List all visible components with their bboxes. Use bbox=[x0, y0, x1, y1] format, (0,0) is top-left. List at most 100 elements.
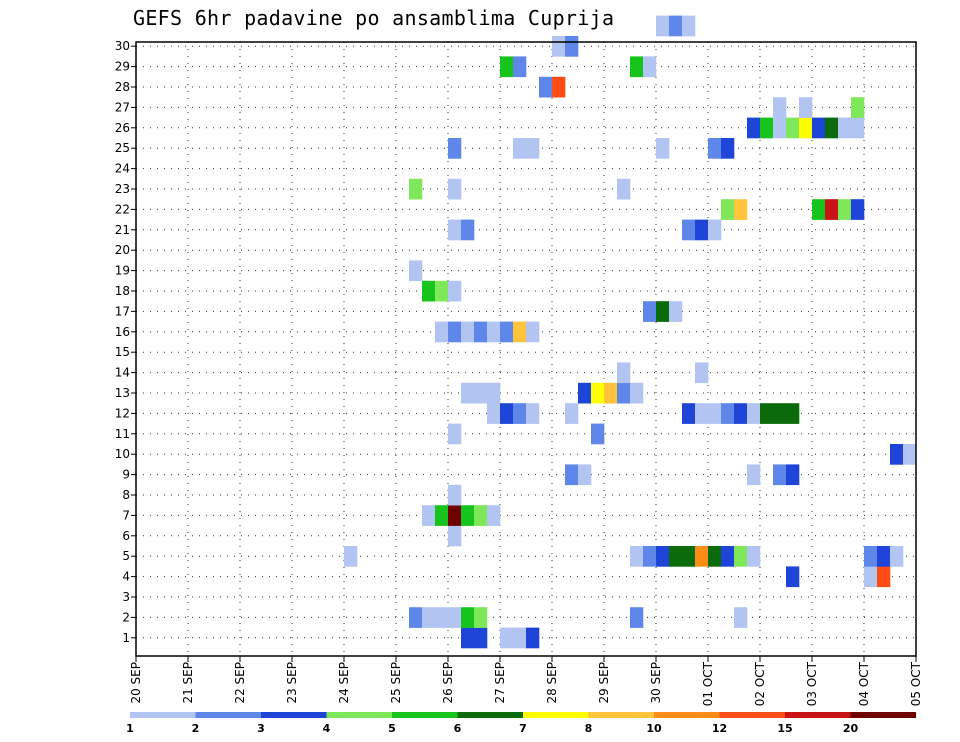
heatmap-cell bbox=[643, 56, 657, 78]
heatmap-cell bbox=[864, 566, 878, 588]
heatmap-cell bbox=[565, 464, 579, 486]
y-tick-label: 10 bbox=[115, 447, 130, 461]
colorbar-swatch bbox=[195, 712, 261, 718]
y-tick-label: 20 bbox=[115, 243, 130, 257]
heatmap-cell bbox=[461, 382, 475, 404]
heatmap-cell bbox=[487, 321, 501, 343]
heatmap-cell bbox=[409, 607, 423, 628]
heatmap-cell bbox=[825, 199, 839, 220]
heatmap-cell bbox=[578, 382, 592, 404]
heatmap-cell bbox=[864, 546, 878, 567]
heatmap-cell bbox=[747, 117, 761, 139]
x-tick-label: 02 OCT bbox=[753, 661, 767, 706]
heatmap-cell bbox=[708, 138, 722, 159]
heatmap-cell bbox=[656, 301, 670, 322]
y-tick-label: 16 bbox=[115, 325, 130, 339]
y-tick-label: 8 bbox=[122, 488, 130, 502]
colorbar-label: 10 bbox=[646, 722, 662, 735]
heatmap-cell bbox=[526, 321, 540, 343]
heatmap-cell bbox=[734, 403, 748, 424]
heatmap-cell bbox=[760, 117, 774, 139]
x-tick-label: 24 SEP bbox=[337, 662, 351, 704]
y-tick-label: 6 bbox=[122, 529, 130, 543]
x-tick-label: 21 SEP bbox=[181, 662, 195, 704]
heatmap-cell bbox=[903, 444, 917, 465]
heatmap-cell bbox=[669, 15, 683, 37]
colorbar-swatch bbox=[719, 712, 785, 718]
heatmap-cell bbox=[669, 546, 683, 567]
heatmap-cell bbox=[435, 505, 449, 526]
heatmap-cell bbox=[760, 403, 774, 424]
heatmap-cell bbox=[656, 138, 670, 159]
heatmap-cell bbox=[461, 627, 475, 649]
colorbar-swatch bbox=[392, 712, 458, 718]
heatmap-cell bbox=[799, 117, 813, 139]
heatmap-cell bbox=[695, 546, 709, 567]
colorbar-label: 15 bbox=[777, 722, 792, 735]
heatmap-cell bbox=[617, 382, 631, 404]
x-tick-label: 22 SEP bbox=[233, 662, 247, 704]
heatmap-cell bbox=[721, 403, 735, 424]
heatmap-cell bbox=[474, 321, 488, 343]
heatmap-cell bbox=[656, 546, 670, 567]
heatmap-cell bbox=[513, 403, 527, 424]
heatmap-cell bbox=[877, 546, 891, 567]
heatmap-cell bbox=[747, 464, 761, 486]
heatmap-cell bbox=[552, 76, 566, 98]
y-tick-label: 23 bbox=[115, 182, 130, 196]
heatmap-cell bbox=[734, 546, 748, 567]
chart-title: GEFS 6hr padavine po ansamblima Cuprija bbox=[133, 6, 615, 30]
heatmap-cell bbox=[526, 403, 540, 424]
heatmap-cell bbox=[409, 178, 423, 200]
heatmap-cell bbox=[513, 138, 527, 159]
heatmap-cell bbox=[812, 199, 826, 220]
colorbar-label: 3 bbox=[257, 722, 265, 735]
heatmap-cell bbox=[435, 321, 449, 343]
y-tick-label: 18 bbox=[115, 284, 130, 298]
heatmap-cell bbox=[487, 505, 501, 526]
x-tick-label: 27 SEP bbox=[493, 662, 507, 704]
heatmap-cell bbox=[851, 117, 865, 139]
heatmap-cell bbox=[526, 627, 540, 649]
y-tick-label: 11 bbox=[115, 427, 130, 441]
y-tick-label: 28 bbox=[115, 80, 130, 94]
y-tick-label: 21 bbox=[115, 223, 130, 237]
heatmap-cell bbox=[344, 546, 358, 567]
heatmap-cell bbox=[773, 117, 787, 139]
heatmap-cell bbox=[643, 546, 657, 567]
heatmap-cell bbox=[643, 301, 657, 322]
heatmap-cell bbox=[630, 546, 644, 567]
heatmap-cell bbox=[461, 505, 475, 526]
colorbar-label: 4 bbox=[323, 722, 331, 735]
x-tick-label: 29 SEP bbox=[597, 662, 611, 704]
heatmap-cell bbox=[448, 423, 462, 445]
heatmap-cell bbox=[851, 97, 865, 118]
heatmap-cell bbox=[448, 321, 462, 343]
y-tick-label: 19 bbox=[115, 264, 130, 278]
heatmap-cell bbox=[565, 36, 579, 57]
x-axis: 20 SEP 21 SEP 22 SEP 23 SEP 24 SEP 25 SEP 26 S… bbox=[129, 656, 923, 706]
y-tick-label: 29 bbox=[115, 60, 130, 74]
heatmap-cell bbox=[682, 403, 696, 424]
heatmap-cell bbox=[474, 382, 488, 404]
heatmap-cell bbox=[565, 403, 579, 424]
colorbar-legend: 1 2 3 4 5 6 7 8 10 12 15 20 bbox=[126, 712, 916, 735]
colorbar-swatch bbox=[588, 712, 654, 718]
heatmap-cell bbox=[591, 423, 605, 445]
heatmap-cell bbox=[617, 362, 631, 384]
heatmap-cell bbox=[448, 525, 462, 547]
heatmap-cell bbox=[435, 607, 449, 628]
y-tick-label: 3 bbox=[122, 590, 130, 604]
heatmap-cell bbox=[682, 219, 696, 241]
heatmap-cell bbox=[617, 178, 631, 200]
colorbar-swatch bbox=[457, 712, 523, 718]
y-tick-label: 9 bbox=[122, 468, 130, 482]
colorbar-swatch bbox=[523, 712, 589, 718]
colorbar-swatch bbox=[850, 712, 916, 718]
heatmap-cell bbox=[851, 199, 865, 220]
colorbar-label: 5 bbox=[388, 722, 396, 735]
heatmap-cell bbox=[669, 301, 683, 322]
heatmap-cell bbox=[500, 403, 514, 424]
x-tick-label: 23 SEP bbox=[285, 662, 299, 704]
x-tick-label: 01 OCT bbox=[701, 661, 715, 706]
